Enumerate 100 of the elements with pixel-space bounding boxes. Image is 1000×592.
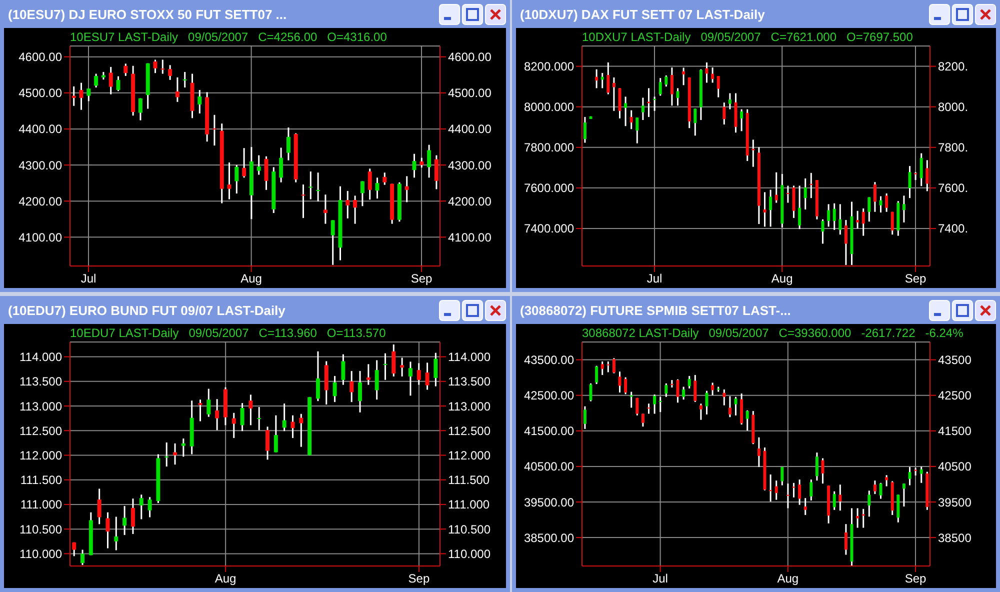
candlestick: [97, 488, 102, 525]
candlestick: [676, 378, 680, 404]
candlestick: [330, 219, 335, 266]
y2-tick-label: 42500: [938, 388, 972, 403]
candlestick: [734, 396, 738, 416]
candlestick: [606, 62, 610, 96]
x-tick-label: Aug: [240, 272, 262, 286]
x-tick-label: Jul: [80, 272, 96, 286]
candlestick: [722, 388, 726, 406]
candlestick: [868, 490, 871, 518]
candlestick: [641, 96, 644, 121]
candlestick: [316, 350, 320, 402]
y2-tick-label: 112.500: [448, 424, 491, 438]
y2-tick-label: 111.000: [448, 498, 490, 512]
candlestick: [653, 394, 656, 414]
y-tick-label: 38500.00: [524, 530, 574, 545]
candlestick: [589, 382, 592, 402]
candlestick: [323, 194, 328, 225]
candlestick: [844, 523, 848, 556]
candlestick: [290, 414, 295, 439]
candlestick: [705, 390, 708, 416]
x-tick-label: Aug: [771, 272, 793, 286]
candlestick: [106, 512, 110, 550]
candlestick: [832, 202, 836, 231]
candlestick: [248, 394, 253, 426]
candlestick: [885, 474, 888, 488]
candlestick: [286, 126, 290, 162]
candlestick: [427, 144, 432, 178]
candlestick: [757, 436, 760, 468]
candlestick: [810, 478, 813, 502]
candlestick: [266, 426, 270, 460]
y2-tick-label: 7800.: [938, 140, 968, 155]
chart-title: (10DXU7) DAX FUT SETT 07 LAST-Daily: [520, 6, 766, 22]
candlestick: [868, 196, 871, 222]
candlestick: [116, 76, 120, 92]
candlestick: [139, 494, 144, 520]
y2-tick-label: 39500: [938, 495, 972, 510]
y2-tick-label: 111.500: [448, 473, 490, 488]
candlestick: [279, 146, 284, 184]
candlestick: [316, 172, 320, 202]
y2-tick-label: 114.000: [448, 350, 491, 364]
candlestick: [821, 218, 824, 244]
candlestick: [722, 102, 726, 126]
y-tick-label: 4400.00: [18, 122, 62, 136]
candlestick: [168, 64, 172, 81]
candlestick: [769, 474, 772, 502]
candlestick: [804, 497, 807, 516]
candlestick: [873, 480, 876, 495]
candlestick: [434, 154, 438, 190]
candlestick: [374, 359, 379, 400]
y2-tick-label: 4500.00: [448, 86, 492, 100]
candlestick: [728, 92, 732, 110]
candlestick: [416, 362, 421, 386]
candlestick: [653, 96, 656, 112]
candlestick: [920, 152, 923, 187]
candlestick: [664, 74, 668, 88]
y-tick-label: 113.500: [20, 374, 62, 389]
candlestick: [264, 156, 268, 191]
candlestick: [862, 208, 865, 237]
candlestick: [774, 480, 778, 501]
y-tick-label: 40500.00: [524, 460, 574, 474]
candlestick: [879, 196, 882, 214]
candlestick: [711, 382, 714, 396]
x-tick-label: Aug: [777, 572, 799, 586]
y2-tick-label: 4300.00: [448, 158, 492, 172]
candlestick: [606, 360, 610, 373]
candlestick: [694, 108, 697, 136]
y-tick-label: 112.000: [20, 448, 62, 462]
y-tick-label: 7600.000: [524, 181, 574, 196]
candlestick: [420, 157, 424, 168]
y-tick-label: 7400.000: [524, 222, 574, 236]
candlestick: [80, 549, 85, 566]
candlestick: [636, 116, 639, 144]
candlestick: [926, 159, 929, 192]
candlestick: [130, 498, 135, 535]
candlestick: [257, 406, 262, 431]
y2-tick-label: 110.500: [448, 522, 491, 536]
candlestick: [274, 414, 278, 454]
candlestick: [821, 458, 824, 484]
candlestick: [282, 402, 286, 432]
x-tick-label: Jul: [646, 272, 662, 286]
y-tick-label: 39500.00: [524, 495, 574, 510]
candlestick: [728, 395, 732, 418]
candlestick: [79, 82, 84, 111]
candlestick: [346, 190, 350, 220]
candlestick: [838, 484, 842, 512]
candlestick: [412, 153, 416, 178]
candlestick: [124, 62, 128, 77]
chart-subtitle: 30868072 LAST-Daily 09/05/2007 C=39360.000 -2617.722 -6.24%: [582, 326, 964, 340]
y-tick-label: 4600.00: [18, 50, 62, 64]
candlestick: [212, 114, 216, 146]
candlestick: [299, 413, 304, 448]
candlestick: [740, 108, 744, 132]
candlestick: [382, 172, 387, 186]
candlestick: [332, 375, 337, 403]
candlestick: [358, 370, 362, 414]
candlestick: [827, 203, 830, 228]
y2-tick-label: 4100.00: [448, 230, 492, 244]
candlestick: [108, 66, 113, 96]
candlestick: [885, 192, 888, 213]
